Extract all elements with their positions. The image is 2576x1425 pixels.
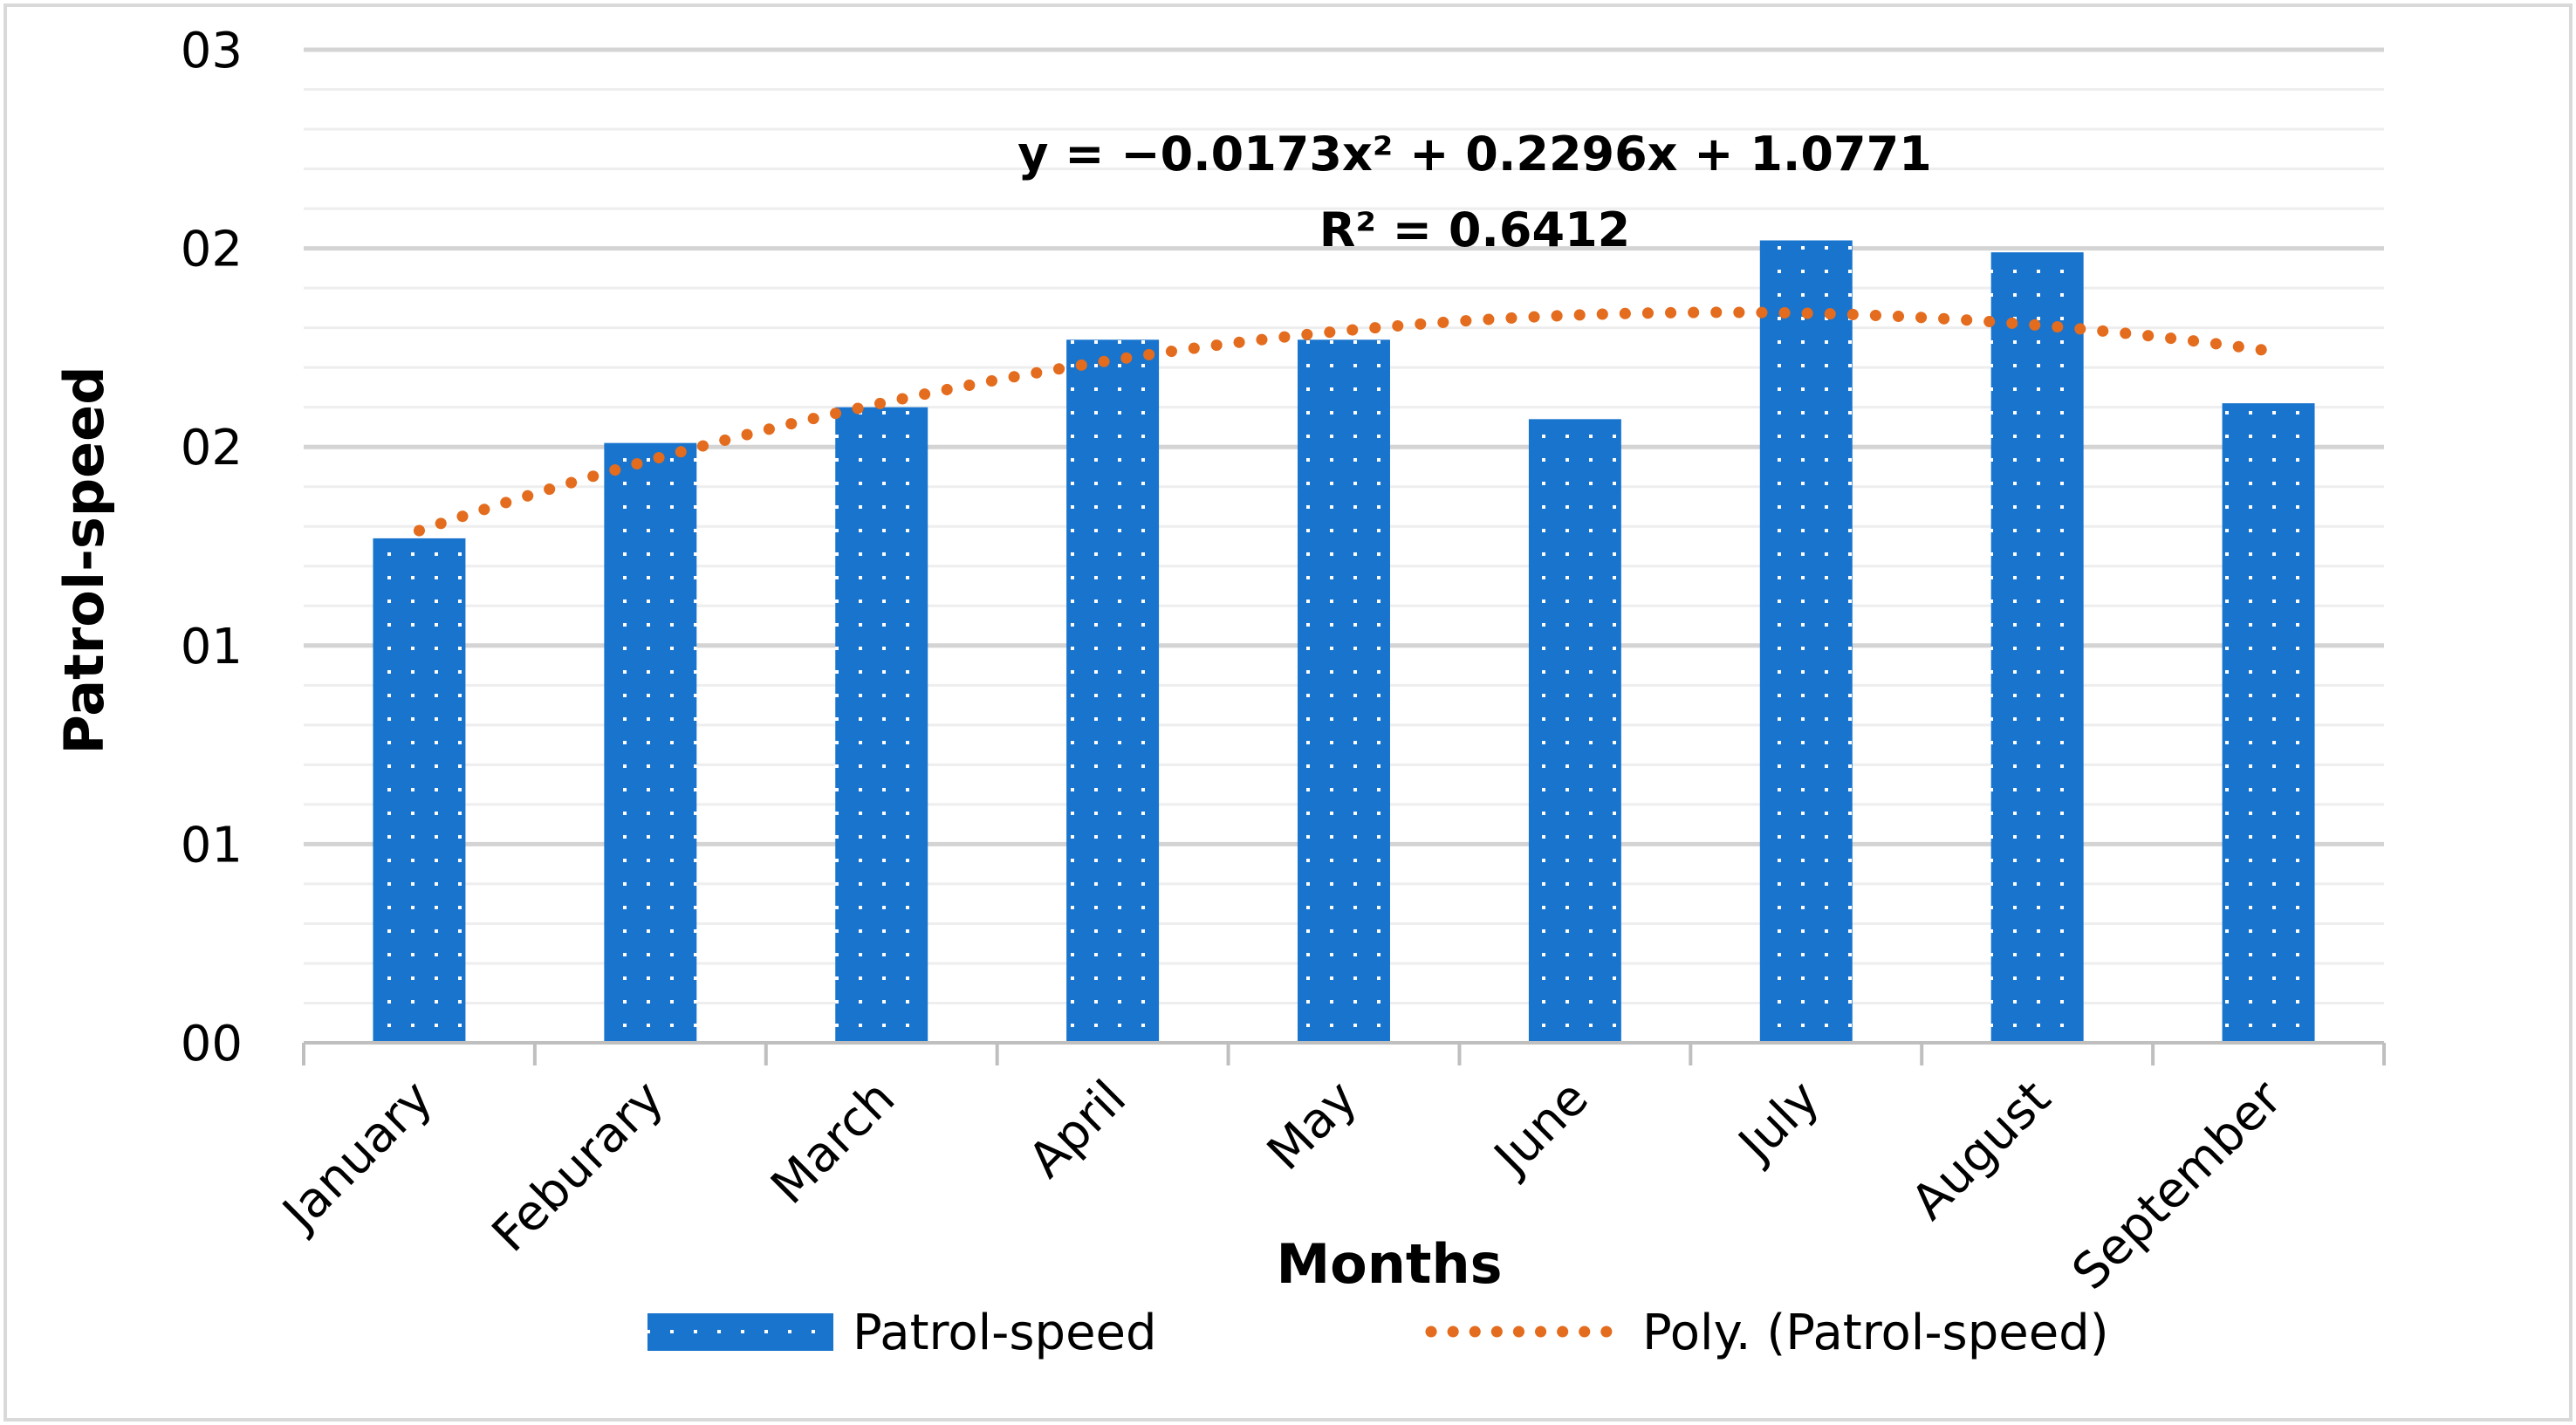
y-axis-title: Patrol-speed xyxy=(52,366,116,754)
legend-label-bar: Patrol-speed xyxy=(853,1305,1157,1361)
trendline-equation: y = −0.0173x² + 0.2296x + 1.0771 xyxy=(1017,127,1931,182)
x-tick-label: April xyxy=(1018,1070,1137,1189)
legend-label-trend: Poly. (Patrol-speed) xyxy=(1642,1305,2109,1361)
trendline-r-squared: R² = 0.6412 xyxy=(1319,202,1630,257)
x-tick-label: August xyxy=(1901,1070,2062,1231)
legend: Patrol-speed Poly. (Patrol-speed) xyxy=(647,1305,2109,1361)
y-tick-label: 01 xyxy=(181,619,243,675)
bar xyxy=(604,442,697,1043)
x-axis-title: Months xyxy=(1276,1232,1502,1296)
bar xyxy=(1298,339,1390,1043)
bar xyxy=(2222,403,2315,1043)
y-tick-label: 01 xyxy=(181,817,243,873)
y-tick-label: 02 xyxy=(181,420,243,476)
bar xyxy=(1990,252,2084,1044)
x-axis xyxy=(302,1041,2386,1065)
x-tick-label: March xyxy=(760,1070,906,1216)
x-tick-label: July xyxy=(1726,1070,1830,1174)
bar xyxy=(1759,240,1853,1044)
chart-border xyxy=(3,3,2573,1422)
bar xyxy=(373,538,466,1043)
trendline-path xyxy=(413,306,2275,537)
bar-series xyxy=(373,240,2315,1044)
x-tick-label: June xyxy=(1482,1070,1599,1187)
x-tick-label: May xyxy=(1257,1070,1368,1182)
x-tick-label: September xyxy=(2062,1069,2294,1301)
y-tick-label: 02 xyxy=(181,222,243,278)
x-tick-label: Feburary xyxy=(482,1070,675,1263)
y-tick-label: 03 xyxy=(181,23,243,79)
bar xyxy=(1066,339,1160,1043)
x-tick-label: January xyxy=(271,1070,443,1243)
y-tick-label: 00 xyxy=(181,1016,243,1072)
bar xyxy=(1528,419,1621,1043)
y-axis-ticks: 00 01 01 02 02 03 xyxy=(181,23,243,1072)
legend-swatch-bar xyxy=(647,1313,833,1351)
bar xyxy=(835,407,928,1043)
trendline xyxy=(413,306,2275,537)
